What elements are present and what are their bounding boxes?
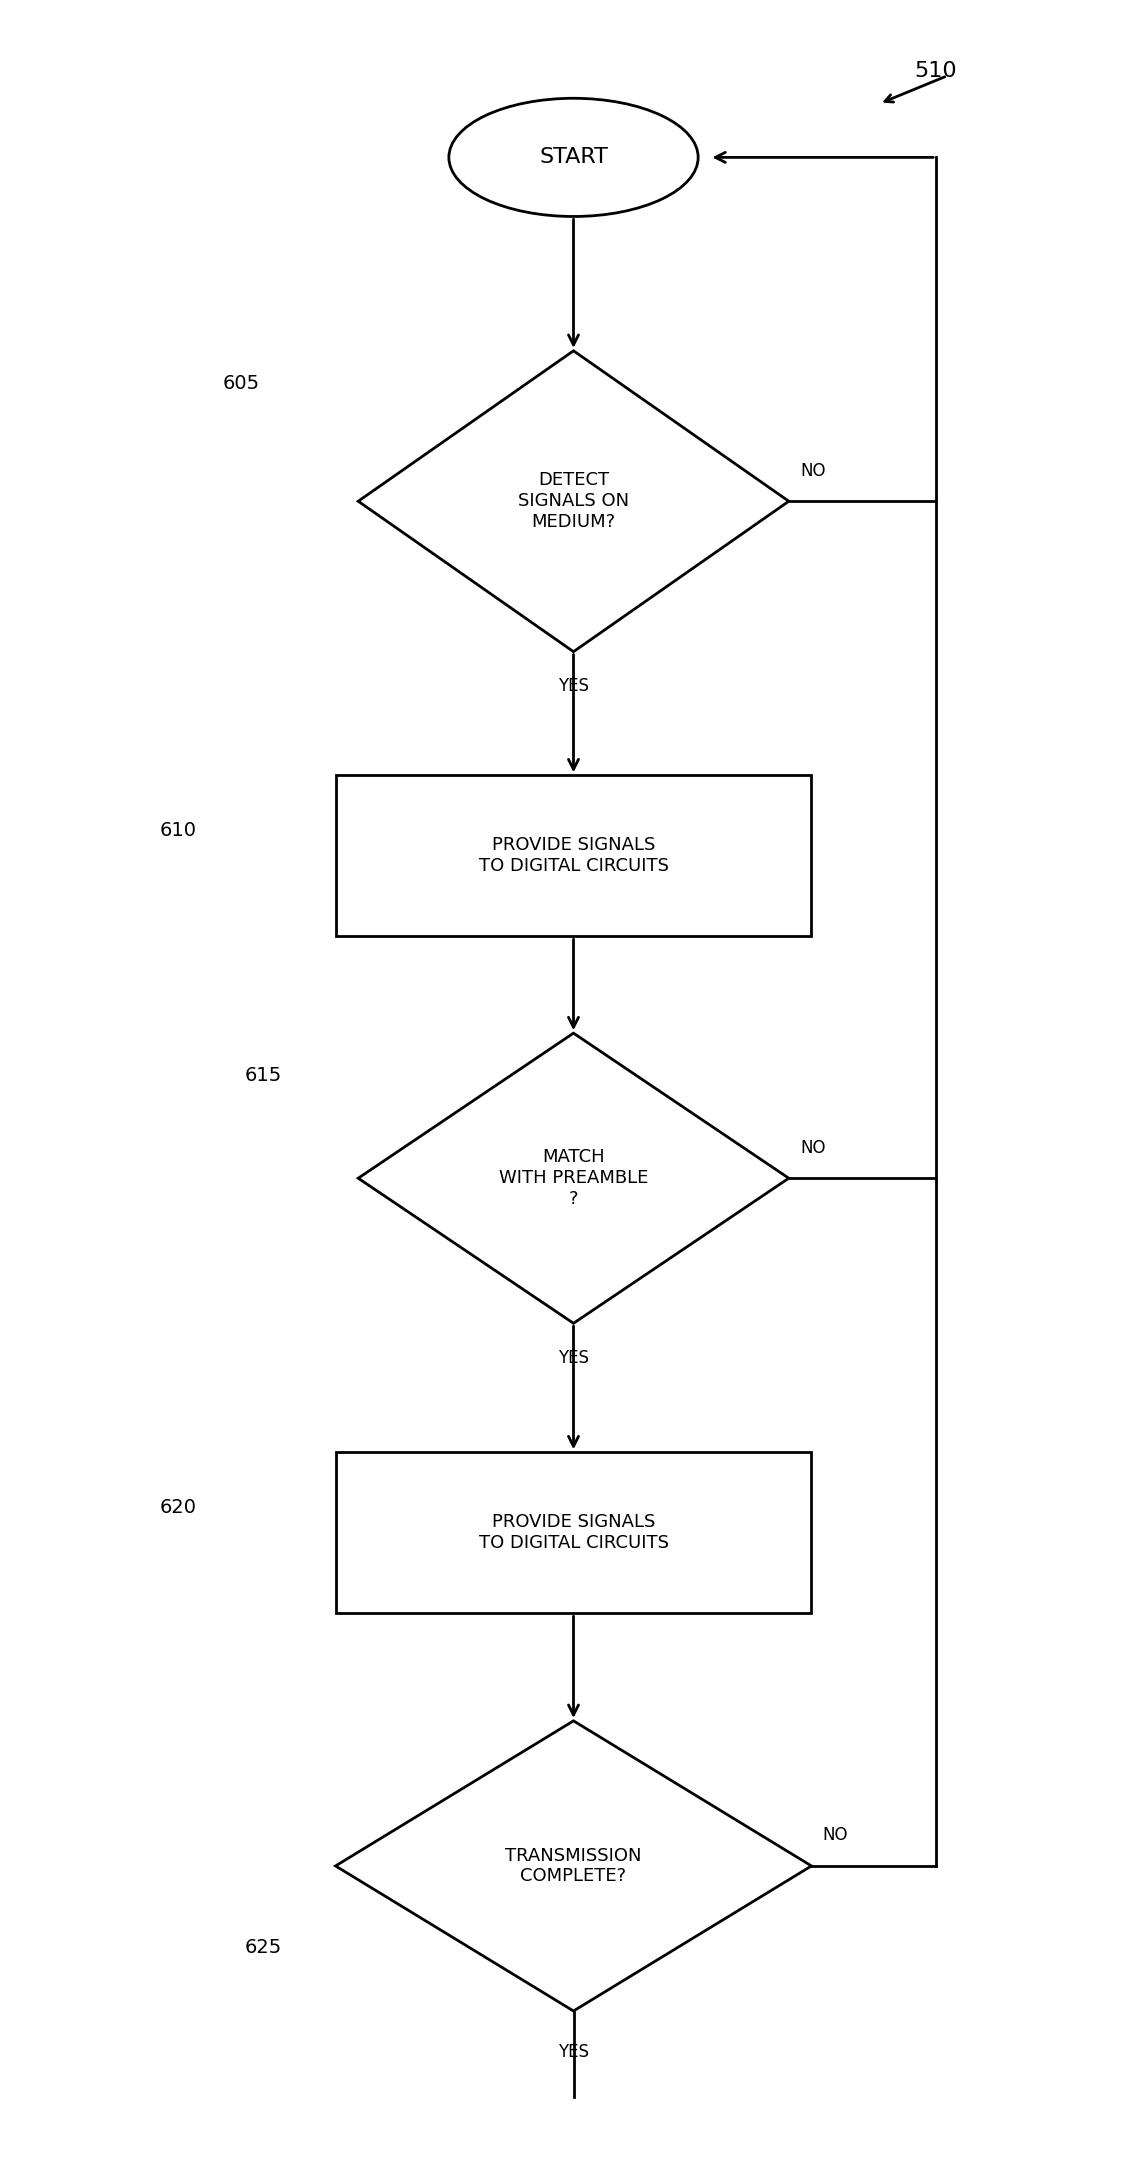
Text: 620: 620 <box>159 1497 197 1516</box>
Text: NO: NO <box>801 461 826 480</box>
Text: PROVIDE SIGNALS
TO DIGITAL CIRCUITS: PROVIDE SIGNALS TO DIGITAL CIRCUITS <box>478 1514 669 1553</box>
Text: MATCH
WITH PREAMBLE
?: MATCH WITH PREAMBLE ? <box>499 1149 648 1207</box>
Text: 605: 605 <box>223 374 259 392</box>
Text: 510: 510 <box>915 61 958 82</box>
Text: NO: NO <box>801 1138 826 1157</box>
Text: TRANSMISSION
COMPLETE?: TRANSMISSION COMPLETE? <box>505 1847 642 1886</box>
Text: START: START <box>539 147 608 167</box>
Text: YES: YES <box>557 2044 590 2061</box>
Text: 610: 610 <box>159 820 197 839</box>
Text: YES: YES <box>557 677 590 696</box>
Text: 625: 625 <box>245 1938 282 1958</box>
Text: NO: NO <box>822 1826 849 1845</box>
Text: 615: 615 <box>245 1066 282 1084</box>
Text: DETECT
SIGNALS ON
MEDIUM?: DETECT SIGNALS ON MEDIUM? <box>518 472 629 532</box>
Text: YES: YES <box>557 1350 590 1367</box>
Text: PROVIDE SIGNALS
TO DIGITAL CIRCUITS: PROVIDE SIGNALS TO DIGITAL CIRCUITS <box>478 837 669 876</box>
